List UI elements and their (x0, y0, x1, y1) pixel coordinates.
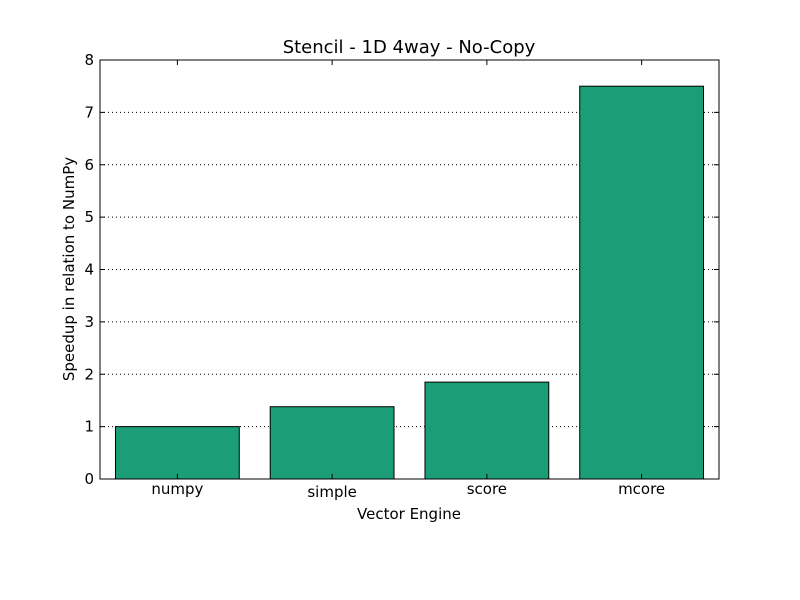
x-axis-label: Vector Engine (357, 505, 461, 523)
y-tick-label: 2 (84, 365, 94, 383)
y-axis: 0 1 2 3 4 5 6 7 8 (84, 51, 719, 488)
y-tick-label: 6 (84, 156, 94, 174)
x-axis: numpy simple score mcore (151, 60, 665, 501)
x-tick-label-simple: simple (307, 483, 357, 501)
x-tick-label-numpy: numpy (151, 480, 203, 498)
bar-score (424, 381, 550, 480)
y-tick-label: 8 (84, 51, 94, 69)
bar-mcore (579, 85, 705, 480)
y-axis-label: Speedup in relation to NumPy (60, 157, 78, 381)
y-tick-label: 1 (84, 418, 94, 436)
y-tick-label: 0 (84, 470, 94, 488)
x-tick-label-mcore: mcore (618, 480, 665, 498)
bar-simple (269, 406, 395, 480)
y-tick-label: 7 (84, 103, 94, 121)
chart-title: Stencil - 1D 4way - No-Copy (283, 37, 536, 58)
y-tick-label: 4 (84, 261, 94, 279)
y-tick-label: 3 (84, 313, 94, 331)
y-tick-label: 5 (84, 208, 94, 226)
bars (114, 85, 705, 480)
x-tick-label-score: score (467, 480, 507, 498)
bar-numpy (114, 426, 240, 480)
